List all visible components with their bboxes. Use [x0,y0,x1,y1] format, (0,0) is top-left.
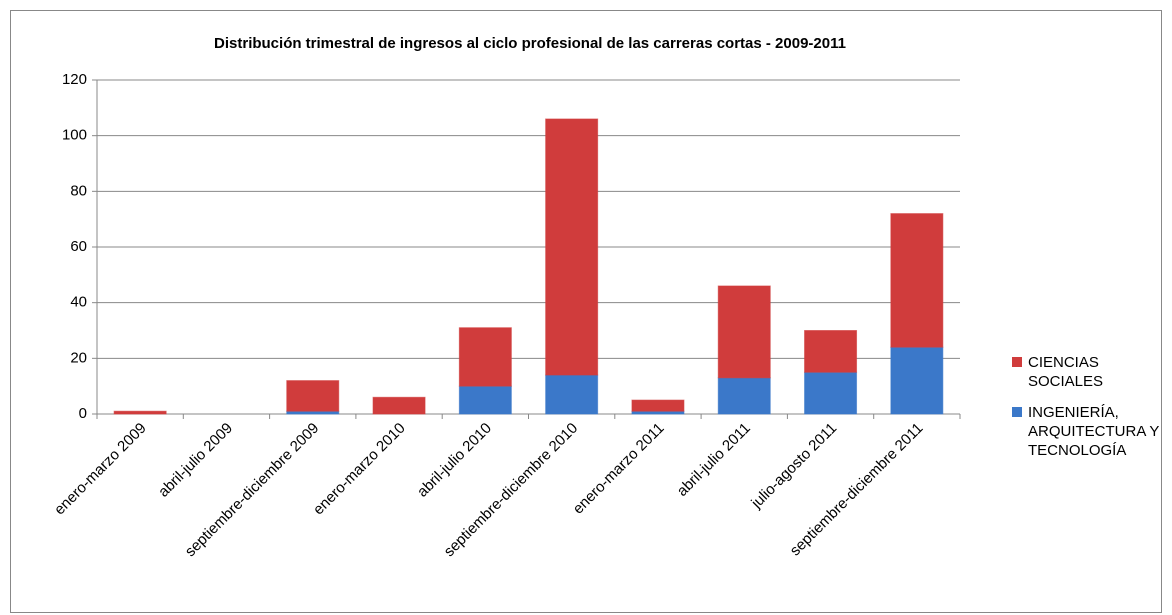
chart-title: Distribución trimestral de ingresos al c… [214,35,846,52]
bar-segment [717,377,771,415]
bar-segment [890,346,944,415]
bar-segment [631,399,685,412]
y-tick-label: 100 [62,127,87,144]
bar-segment [717,285,771,379]
bar-segment [458,385,512,415]
y-tick-label: 120 [62,71,87,88]
y-tick-label: 20 [70,349,87,366]
legend-label: CIENCIAS SOCIALES [1028,354,1104,390]
legend-swatch [1012,357,1022,367]
y-tick-label: 40 [70,294,87,311]
bar-segment [890,213,944,348]
bar-segment [545,374,599,415]
legend-label: INGENIERÍA, ARQUITECTURA Y TECNOLOGÍA [1028,404,1160,459]
bar-segment [372,396,426,415]
bar-segment [113,410,167,415]
legend-swatch [1012,407,1022,417]
bar-segment [804,371,858,415]
bar-segment [804,330,858,373]
bar-segment [458,327,512,387]
y-tick-label: 80 [70,182,87,199]
y-tick-label: 0 [79,405,87,422]
bar-segment [545,118,599,376]
bar-segment [286,380,340,412]
y-tick-label: 60 [70,238,87,255]
